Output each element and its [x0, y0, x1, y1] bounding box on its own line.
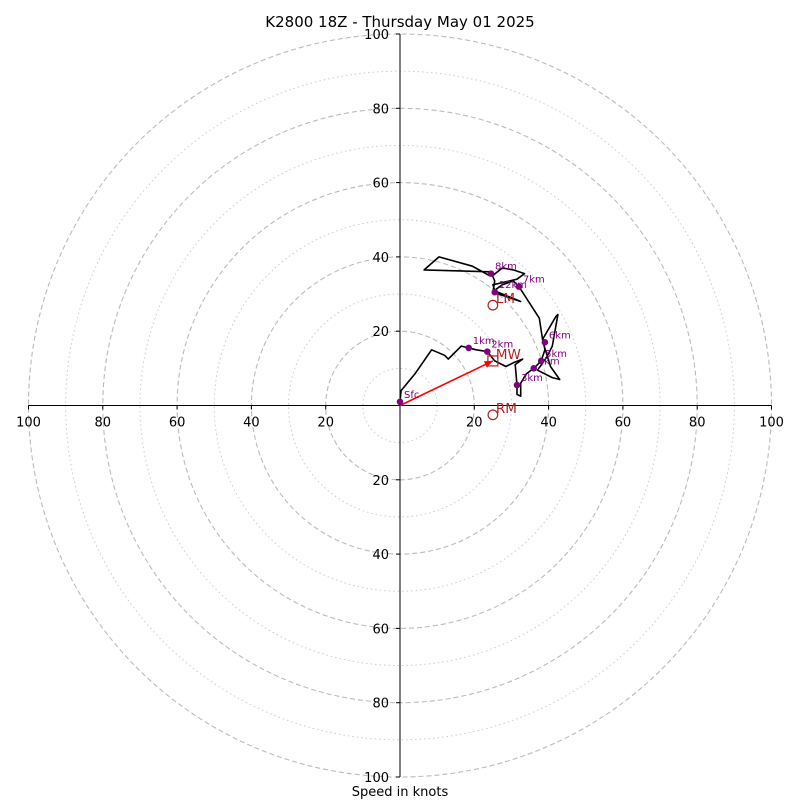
storm-motion-mw-label: MW	[496, 347, 521, 363]
storm-motion-lm-label: LM	[496, 291, 515, 307]
storm-motion-mw-marker	[487, 355, 499, 367]
height-marker	[530, 365, 538, 372]
height-label: 1km	[473, 336, 495, 347]
x-tick-label: 40	[243, 416, 260, 431]
y-tick-label: 100	[364, 28, 389, 43]
x-tick-label: 80	[95, 416, 112, 431]
x-tick-label: 100	[759, 416, 784, 431]
height-label: 2km	[491, 340, 513, 351]
chart-title: K2800 18Z - Thursday May 01 2025	[265, 13, 534, 31]
y-tick-label: 20	[372, 474, 389, 489]
height-label: 5km	[545, 349, 567, 360]
axes: 100 80 60 40 20 20 40 60 80 100 100 80 60 40 20 20 40 60 8…	[16, 28, 784, 786]
x-tick-label: 60	[615, 416, 632, 431]
height-label: 12km	[499, 280, 527, 291]
height-marker	[513, 381, 521, 389]
height-marker	[541, 339, 549, 346]
height-label: 6km	[549, 330, 571, 341]
height-marker	[487, 270, 495, 277]
y-tick-label: 40	[372, 548, 389, 563]
height-label: 3km	[521, 373, 543, 384]
y-tick-label: 100	[364, 771, 389, 786]
x-tick-label: 40	[540, 416, 557, 431]
y-tick-label: 60	[372, 177, 389, 192]
storm-motion-rm-marker	[487, 409, 499, 421]
y-tick-label: 40	[372, 251, 389, 266]
storm-motion-rm-label: RM	[496, 401, 517, 417]
height-label: 8km	[495, 262, 517, 273]
height-label: 4km	[538, 356, 560, 367]
x-tick-label: 80	[689, 416, 706, 431]
height-marker	[396, 398, 404, 406]
height-label: 7km	[523, 275, 545, 286]
x-axis-label: Speed in knots	[352, 785, 449, 800]
height-marker	[491, 288, 499, 296]
x-tick-label: 20	[466, 416, 483, 431]
x-tick-label: 100	[16, 416, 41, 431]
x-tick-label: 60	[169, 416, 186, 431]
x-tick-label: 20	[317, 416, 334, 431]
y-tick-label: 20	[372, 325, 389, 340]
height-marker	[515, 283, 523, 290]
shear-vector	[399, 360, 494, 407]
y-tick-label: 80	[372, 102, 389, 117]
y-tick-label: 80	[372, 697, 389, 712]
height-marker	[537, 357, 545, 365]
height-marker	[465, 344, 473, 352]
height-label: Sfc	[404, 390, 419, 401]
y-tick-label: 60	[372, 622, 389, 637]
storm-motion-lm-marker	[487, 299, 499, 311]
height-marker	[484, 348, 491, 355]
